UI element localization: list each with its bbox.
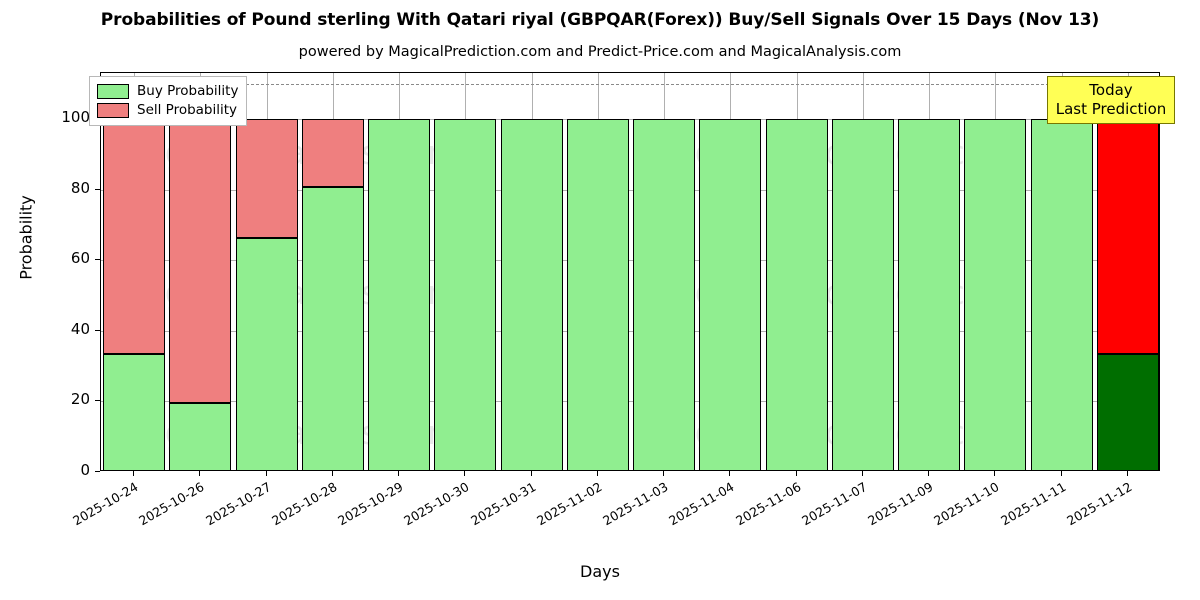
x-axis-tick-mark	[729, 471, 731, 476]
x-axis-tick-mark	[530, 471, 532, 476]
bar-column[interactable]	[898, 73, 961, 470]
y-axis-tick-label: 60	[70, 249, 90, 268]
x-axis-tick-mark	[795, 471, 797, 476]
bar-segment-buy[interactable]	[434, 118, 497, 470]
bar-segment-buy[interactable]	[301, 187, 364, 470]
legend-swatch-sell	[97, 103, 129, 118]
bar-segment-buy[interactable]	[235, 237, 298, 470]
y-axis-tick-mark	[95, 188, 100, 190]
legend-label-sell: Sell Probability	[137, 102, 238, 118]
bar-segment-buy[interactable]	[169, 403, 232, 470]
chart-title: Probabilities of Pound sterling With Qat…	[100, 10, 1100, 30]
legend-swatch-buy	[97, 84, 129, 99]
bar-segment-buy[interactable]	[831, 118, 894, 470]
bar-column[interactable]	[169, 73, 232, 470]
today-annotation-line1: Today	[1089, 81, 1133, 99]
bar-segment-buy[interactable]	[566, 118, 629, 470]
legend-item-sell: Sell Probability	[97, 101, 238, 120]
bar-segment-sell[interactable]	[1096, 118, 1159, 355]
y-axis-tick-label: 20	[70, 390, 90, 409]
gridline-horizontal	[101, 330, 1159, 332]
x-axis-tick-mark	[133, 471, 135, 476]
bar-segment-sell[interactable]	[103, 118, 166, 355]
bar-column[interactable]	[765, 73, 828, 470]
x-axis-label: Days	[580, 562, 620, 581]
legend-item-buy: Buy Probability	[97, 82, 238, 101]
y-axis-tick-label: 80	[70, 178, 90, 197]
x-axis-tick-mark	[331, 471, 333, 476]
x-axis-tick-mark	[994, 471, 996, 476]
x-axis-tick-mark	[464, 471, 466, 476]
gridline-horizontal	[101, 118, 1159, 120]
y-axis-label: Probability	[16, 195, 36, 280]
x-axis-tick-mark	[861, 471, 863, 476]
x-axis-tick-mark	[596, 471, 598, 476]
x-axis-tick-mark	[663, 471, 665, 476]
bar-column[interactable]	[566, 73, 629, 470]
bar-segment-buy[interactable]	[1096, 354, 1159, 470]
bar-column[interactable]	[235, 73, 298, 470]
chart-legend: Buy Probability Sell Probability	[89, 76, 248, 126]
y-axis-tick-mark	[95, 400, 100, 402]
bar-segment-buy[interactable]	[1030, 118, 1093, 470]
y-axis-tick-label: 40	[70, 319, 90, 338]
today-annotation-line2: Last Prediction	[1055, 100, 1167, 118]
plot-area: MagicalAnalysis.comMagicalPrediction.com…	[100, 72, 1160, 471]
bar-column[interactable]	[699, 73, 762, 470]
gridline-horizontal	[101, 189, 1159, 191]
y-axis-tick-label: 100	[61, 107, 90, 126]
bar-segment-sell[interactable]	[235, 118, 298, 238]
bar-column[interactable]	[633, 73, 696, 470]
legend-label-buy: Buy Probability	[137, 83, 239, 99]
bar-column[interactable]	[1096, 73, 1159, 470]
x-axis-tick-mark	[928, 471, 930, 476]
y-axis-tick-mark	[95, 259, 100, 261]
bar-column[interactable]	[301, 73, 364, 470]
bar-segment-buy[interactable]	[103, 354, 166, 470]
bar-column[interactable]	[434, 73, 497, 470]
bar-segment-buy[interactable]	[765, 118, 828, 470]
y-axis-tick-label: 0	[80, 461, 90, 479]
bar-segment-sell[interactable]	[169, 118, 232, 404]
bar-segment-buy[interactable]	[633, 118, 696, 470]
bar-column[interactable]	[1030, 73, 1093, 470]
bar-segment-buy[interactable]	[500, 118, 563, 470]
x-axis-tick-mark	[398, 471, 400, 476]
bar-segment-buy[interactable]	[699, 118, 762, 470]
chart-subtitle: powered by MagicalPrediction.com and Pre…	[298, 44, 902, 60]
reference-line	[101, 83, 1159, 85]
bar-column[interactable]	[964, 73, 1027, 470]
gridline-horizontal	[101, 260, 1159, 262]
bar-segment-buy[interactable]	[368, 118, 431, 470]
bar-column[interactable]	[103, 73, 166, 470]
gridline-horizontal	[101, 401, 1159, 403]
bar-segment-buy[interactable]	[964, 118, 1027, 470]
bar-segment-sell[interactable]	[301, 118, 364, 188]
y-axis-tick-mark	[95, 329, 100, 331]
x-axis-tick-mark	[1126, 471, 1128, 476]
today-annotation: Today Last Prediction	[1047, 76, 1175, 124]
x-axis-tick-mark	[265, 471, 267, 476]
y-axis-tick-mark	[95, 471, 100, 472]
bar-column[interactable]	[831, 73, 894, 470]
x-axis-tick-mark	[199, 471, 201, 476]
x-axis-tick-mark	[1060, 471, 1062, 476]
bar-segment-buy[interactable]	[898, 118, 961, 470]
bar-column[interactable]	[368, 73, 431, 470]
bar-column[interactable]	[500, 73, 563, 470]
